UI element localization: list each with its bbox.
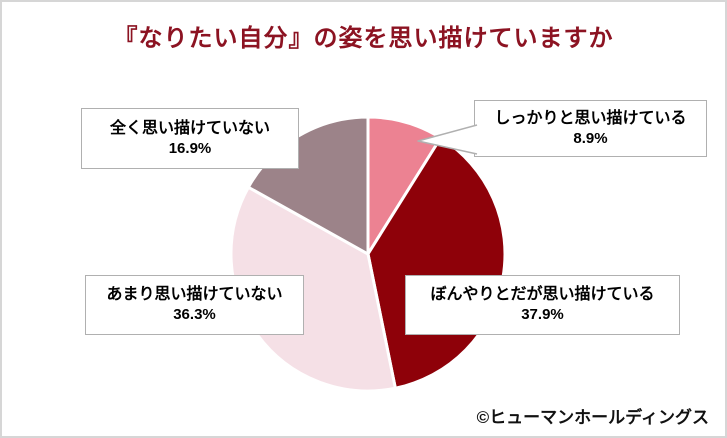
callout-box-bonyari: ぼんやりとだが思い描けている 37.9% <box>405 275 680 335</box>
callout-box-mattaku: 全く思い描けていない 16.9% <box>81 108 299 169</box>
slice-percentage: 36.3% <box>173 306 216 324</box>
slice-percentage: 16.9% <box>168 139 212 157</box>
callout-box-amari: あまり思い描けていない 36.3% <box>85 275 304 335</box>
slice-percentage: 8.9% <box>573 129 608 147</box>
slice-label: しっかりと思い描けている <box>494 109 687 127</box>
copyright-credit: ©ヒューマンホールディングス <box>476 408 709 427</box>
slice-label: 全く思い描けていない <box>109 119 270 137</box>
slice-label: ぼんやりとだが思い描けている <box>430 286 655 304</box>
slice-percentage: 37.9% <box>521 306 564 324</box>
slice-label: あまり思い描けていない <box>106 286 283 304</box>
callout-box-shikkari: しっかりと思い描けている 8.9% <box>474 100 707 157</box>
chart-title: 『なりたい自分』の姿を思い描けていますか <box>113 25 614 52</box>
